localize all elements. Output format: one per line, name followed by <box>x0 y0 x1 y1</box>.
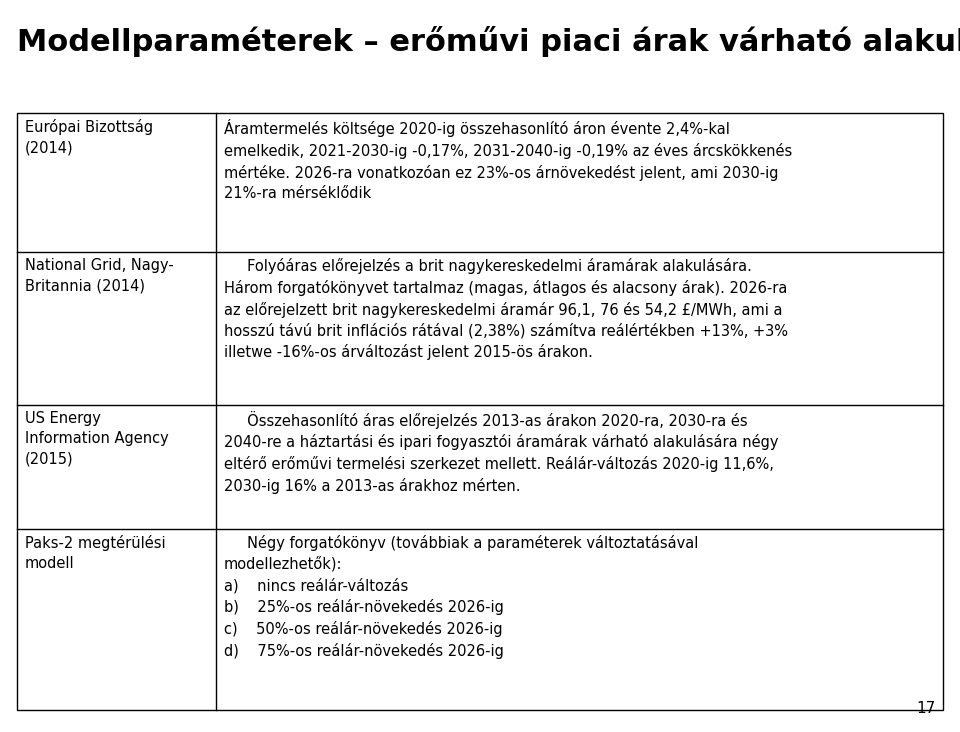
Text: Négy forgatókönyv (továbbiak a paraméterek változtatásával
modellezhetők):
a)   : Négy forgatókönyv (továbbiak a paraméter… <box>224 535 698 659</box>
Text: Európai Bizottság
(2014): Európai Bizottság (2014) <box>25 119 153 156</box>
Text: 17: 17 <box>917 701 936 716</box>
Text: Összehasonlító áras előrejelzés 2013-as árakon 2020-ra, 2030-ra és
2040-re a ház: Összehasonlító áras előrejelzés 2013-as … <box>224 411 779 494</box>
Text: Folyóáras előrejelzés a brit nagykereskedelmi áramárak alakulására.
Három forgat: Folyóáras előrejelzés a brit nagykereske… <box>224 258 788 360</box>
Text: Paks-2 megtérülési
modell: Paks-2 megtérülési modell <box>25 535 165 571</box>
Text: Áramtermelés költsége 2020-ig összehasonlító áron évente 2,4%-kal
emelkedik, 202: Áramtermelés költsége 2020-ig összehason… <box>224 119 792 201</box>
Text: Modellparaméterek – erőművi piaci árak várható alakulása: Modellparaméterek – erőművi piaci árak v… <box>17 26 960 56</box>
Text: National Grid, Nagy-
Britannia (2014): National Grid, Nagy- Britannia (2014) <box>25 258 174 294</box>
Bar <box>17 113 943 710</box>
Text: US Energy
Information Agency
(2015): US Energy Information Agency (2015) <box>25 411 169 466</box>
